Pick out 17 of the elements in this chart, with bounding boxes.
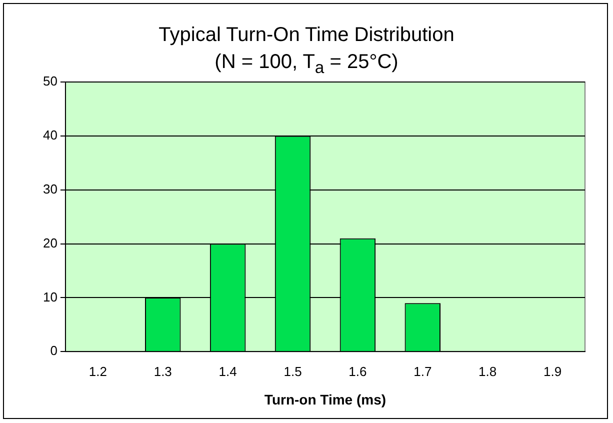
chart-title: Typical Turn-On Time Distribution bbox=[158, 23, 456, 48]
x-tick-label: 1.3 bbox=[154, 364, 172, 379]
y-tick-label: 10 bbox=[42, 289, 58, 304]
y-tick-label: 0 bbox=[50, 343, 58, 358]
x-tick-label: 1.4 bbox=[218, 364, 237, 379]
y-tick-label: 20 bbox=[42, 235, 58, 250]
y-tick-label: 40 bbox=[42, 128, 58, 142]
x-tick-label: 1.5 bbox=[284, 364, 302, 379]
x-tick-label: 1.9 bbox=[543, 364, 562, 379]
x-tick-label: 1.2 bbox=[88, 364, 107, 379]
x-axis-title: Turn-on Time (ms) bbox=[264, 391, 386, 408]
x-tick-label: 1.8 bbox=[478, 364, 497, 379]
x-tick-label: 1.7 bbox=[414, 364, 432, 379]
chart-subtitle: (N = 100, T$_{a}$ = 25°C) bbox=[214, 51, 398, 77]
y-tick-label: 30 bbox=[42, 181, 58, 196]
y-tick-label: 50 bbox=[42, 74, 58, 89]
x-tick-label: 1.6 bbox=[348, 364, 367, 379]
